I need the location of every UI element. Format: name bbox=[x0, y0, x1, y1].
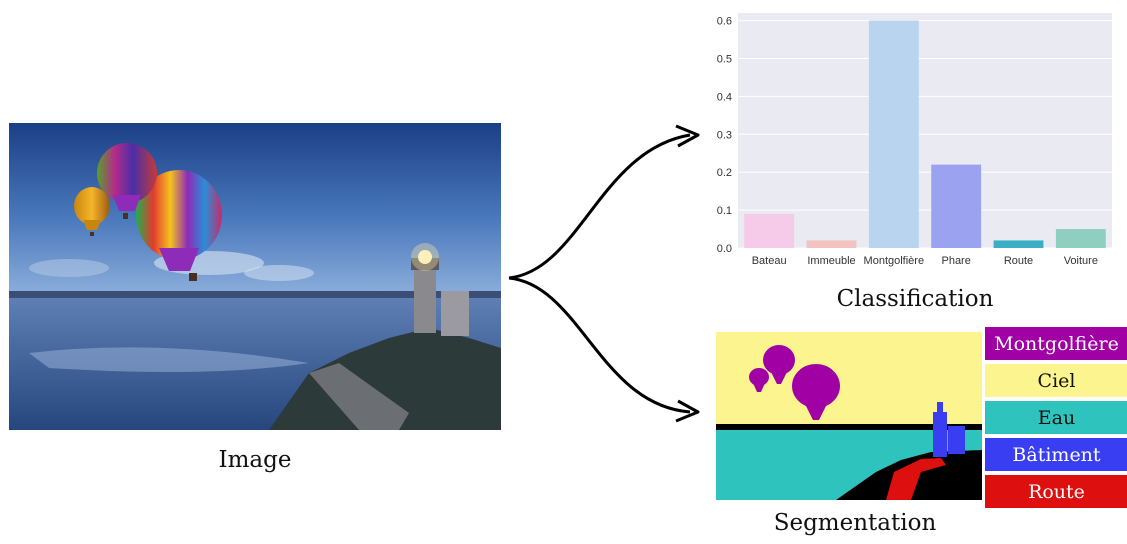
y-tick-label: 0.6 bbox=[717, 16, 732, 28]
arrow-to-classification-head bbox=[675, 124, 700, 148]
y-tick-label: 0.2 bbox=[717, 167, 732, 179]
legend-item-eau: Eau bbox=[985, 401, 1127, 434]
segmentation-legend: Montgolfière Ciel Eau Bâtiment Route bbox=[985, 327, 1127, 512]
bar-5 bbox=[1055, 229, 1106, 248]
arrow-to-segmentation-head bbox=[675, 399, 700, 423]
y-tick-label: 0.1 bbox=[717, 205, 732, 217]
bar-0 bbox=[744, 213, 795, 248]
y-tick-label: 0.5 bbox=[717, 53, 732, 65]
x-tick-label: Phare bbox=[941, 255, 970, 267]
bar-1 bbox=[806, 240, 857, 248]
segmentation-map bbox=[716, 332, 982, 500]
segmentation-caption: Segmentation bbox=[773, 510, 937, 536]
arrow-to-segmentation bbox=[508, 276, 691, 414]
y-tick-label: 0.0 bbox=[717, 243, 732, 255]
classification-caption: Classification bbox=[836, 286, 994, 312]
x-tick-label: Immeuble bbox=[807, 255, 855, 267]
y-tick-label: 0.4 bbox=[717, 91, 732, 103]
classification-bar-chart: 0.0 0.1 0.2 0.3 0.4 0.5 0.6 Bateau Immeuble Montg… bbox=[717, 13, 1112, 267]
x-tick-label: Bateau bbox=[752, 255, 787, 267]
bar-4 bbox=[993, 240, 1044, 248]
x-tick-label: Route bbox=[1004, 255, 1033, 267]
y-tick-label: 0.3 bbox=[717, 129, 732, 141]
legend-item-montgolfiere: Montgolfière bbox=[985, 327, 1127, 360]
legend-item-batiment: Bâtiment bbox=[985, 438, 1127, 471]
lighthouse-balloons-photo bbox=[9, 123, 501, 430]
x-tick-label: Montgolfière bbox=[864, 255, 925, 267]
x-tick-label: Voiture bbox=[1064, 255, 1098, 267]
legend-item-ciel: Ciel bbox=[985, 364, 1127, 397]
arrow-to-classification bbox=[508, 133, 691, 280]
bar-3 bbox=[931, 164, 982, 248]
plot-area bbox=[738, 13, 1112, 248]
image-caption: Image bbox=[218, 447, 292, 473]
bar-2 bbox=[868, 20, 919, 249]
legend-item-route: Route bbox=[985, 475, 1127, 508]
